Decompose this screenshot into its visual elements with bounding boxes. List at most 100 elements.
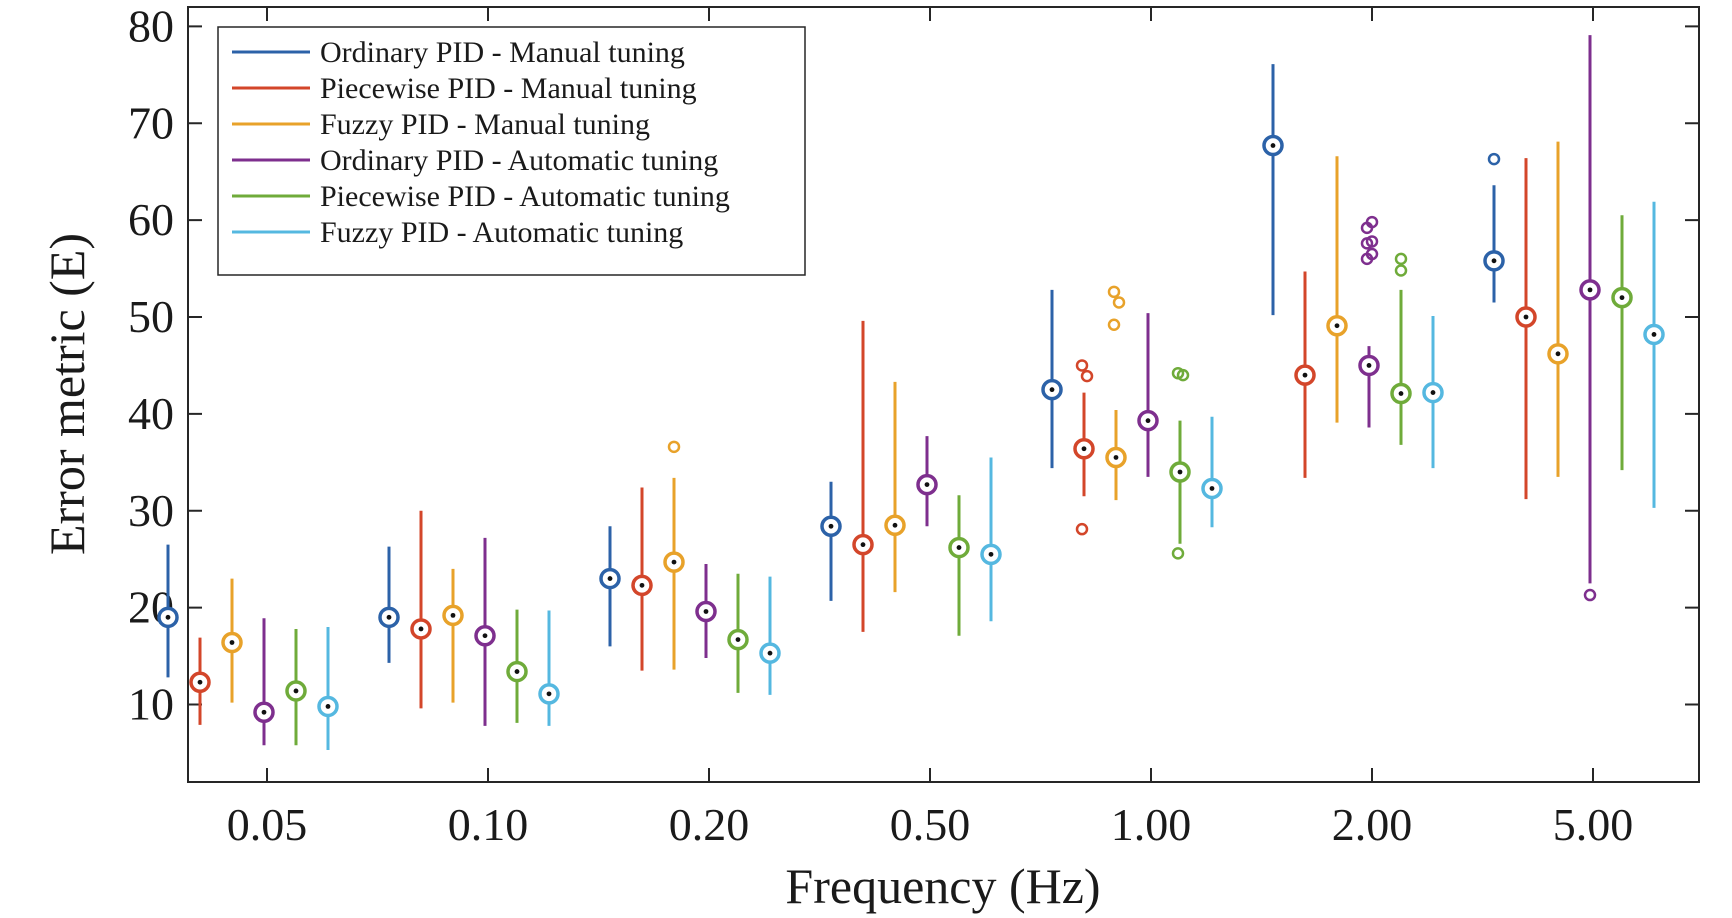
median-dot [1177, 469, 1183, 475]
y-axis-label: Error metric (E) [39, 233, 95, 555]
outlier-point [1365, 215, 1379, 229]
box-3-5 [1358, 215, 1380, 428]
box-2-2 [663, 440, 685, 670]
outlier-point [1365, 247, 1379, 261]
median-dot [892, 522, 898, 528]
box-2-6 [1547, 141, 1569, 477]
outlier-point [1171, 366, 1185, 380]
outlier-point [1107, 285, 1121, 299]
median-dot [607, 576, 613, 581]
median-dot [1491, 258, 1497, 264]
median-dot [1145, 418, 1151, 424]
outlier-point [1075, 359, 1089, 372]
y-tick-label: 70 [128, 97, 174, 148]
outlier-point [1080, 369, 1094, 383]
median-dot [767, 650, 773, 656]
median-dot [828, 523, 834, 529]
box-4-4 [1169, 366, 1191, 560]
legend-box [217, 26, 806, 276]
box-4-5 [1390, 252, 1412, 445]
box-0-2 [599, 526, 621, 647]
box-4-1 [506, 609, 528, 723]
median-dot [860, 542, 866, 548]
median-dot [1398, 391, 1404, 396]
legend-entry: Fuzzy PID - Manual tuning [320, 108, 650, 141]
box-3-2 [695, 564, 717, 658]
outlier-point [667, 440, 681, 454]
median-dot [386, 614, 392, 620]
x-tick-label: 0.20 [669, 799, 750, 850]
median-dot [514, 669, 520, 674]
median-dot [1270, 143, 1276, 148]
median-dot [1302, 372, 1308, 378]
median-dot [482, 633, 488, 639]
median-dot [1049, 387, 1055, 393]
median-dot [735, 637, 741, 642]
box-5-1 [538, 610, 560, 726]
outlier-point [1107, 318, 1121, 331]
box-4-2 [727, 573, 749, 693]
box-5-4 [1201, 416, 1223, 528]
median-dot [450, 612, 456, 618]
median-dot [325, 704, 331, 709]
median-dot [546, 691, 552, 697]
x-axis-ticks: 0.05 0.10 0.20 0.50 1.00 2.00 5.00 [227, 7, 1634, 850]
box-4-3 [948, 495, 970, 636]
y-tick-label: 10 [128, 679, 174, 730]
x-tick-label: 5.00 [1553, 799, 1634, 850]
chart-marks [157, 35, 1665, 751]
box-2-3 [884, 381, 906, 593]
plot-frame [187, 6, 1700, 783]
box-5-5 [1422, 316, 1444, 469]
x-tick-label: 0.10 [448, 799, 529, 850]
x-tick-label: 0.50 [890, 799, 971, 850]
median-dot [229, 640, 235, 645]
box-2-1 [442, 568, 464, 703]
box-2-4 [1105, 285, 1127, 501]
box-0-5 [1262, 64, 1284, 316]
box-1-5 [1294, 271, 1316, 478]
median-dot [165, 614, 171, 620]
box-5-2 [759, 576, 781, 695]
legend-entry: Ordinary PID - Automatic tuning [320, 144, 718, 177]
median-dot [671, 559, 677, 565]
box-3-6 [1579, 35, 1601, 602]
outlier-point [1075, 522, 1089, 536]
box-0-3 [820, 481, 842, 601]
box-3-4 [1137, 313, 1159, 477]
median-dot [197, 679, 203, 685]
x-tick-label: 1.00 [1111, 799, 1192, 850]
box-5-0 [317, 627, 339, 751]
median-dot [1587, 287, 1593, 293]
box-4-0 [285, 628, 307, 746]
box-2-5 [1326, 156, 1348, 423]
x-axis-label: Frequency (Hz) [785, 858, 1100, 914]
outlier-point [1487, 152, 1501, 166]
box-0-1 [378, 546, 400, 663]
median-dot [1619, 295, 1625, 301]
box-3-3 [916, 436, 938, 527]
median-dot [924, 482, 930, 487]
box-1-6 [1515, 158, 1537, 500]
box-2-0 [221, 578, 243, 703]
median-dot [1113, 455, 1119, 460]
box-1-3 [852, 320, 874, 632]
box-3-0 [253, 618, 275, 746]
y-tick-label: 50 [128, 291, 174, 342]
outlier-point [1394, 252, 1408, 266]
y-tick-label: 30 [128, 485, 174, 536]
median-dot [1334, 323, 1340, 329]
legend-entry: Ordinary PID - Manual tuning [320, 36, 685, 69]
legend-entry: Fuzzy PID - Automatic tuning [320, 216, 683, 249]
median-dot [1209, 486, 1215, 491]
box-0-0 [157, 544, 179, 678]
median-dot [1555, 351, 1561, 357]
box-1-2 [631, 487, 653, 671]
box-4-6 [1611, 215, 1633, 471]
y-tick-label: 60 [128, 194, 174, 245]
median-dot [639, 582, 645, 588]
box-0-6 [1483, 152, 1505, 303]
median-dot [1081, 446, 1087, 452]
legend-entry: Piecewise PID - Manual tuning [320, 72, 697, 105]
box-1-4 [1073, 359, 1095, 536]
